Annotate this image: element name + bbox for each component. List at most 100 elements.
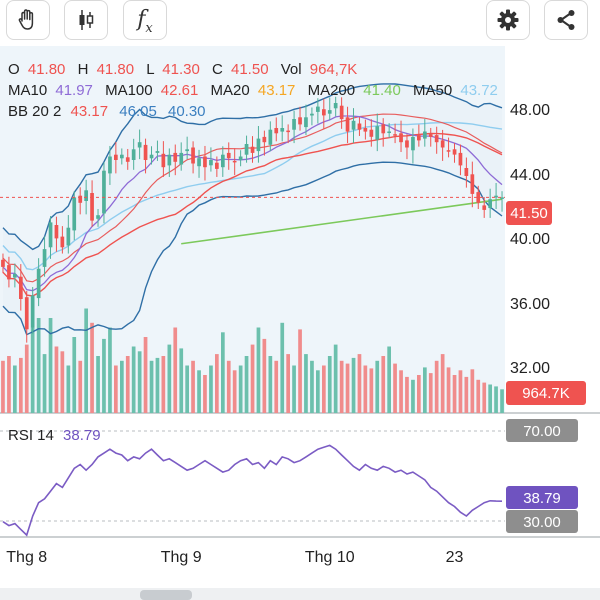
share-button[interactable] [544,0,588,40]
volume-bar [452,375,457,413]
candle-body [250,146,255,153]
volume-bar [173,327,178,413]
candle-body [72,197,77,231]
candle-body [363,128,368,132]
bb-lower-value: 40.30 [168,103,206,120]
volume-bar [298,329,302,413]
volume-bar [125,356,130,413]
ohlc-legend: O 41.80 H 41.80 L 41.30 C 41.50 Vol 964,… [8,61,357,78]
volume-bar [482,382,487,413]
candle-body [244,144,249,155]
volume-bar [262,338,267,413]
rsi-value-tag [506,486,578,509]
candle-body [304,117,308,128]
candle-body [351,120,356,130]
drawing-tools-button[interactable] [6,0,50,40]
volume-bar [322,365,326,413]
ma20-value: 43.17 [258,82,296,99]
candle-body [197,158,201,167]
settings-button[interactable] [486,0,530,40]
candle-body [387,131,391,133]
volume-bar [256,327,261,413]
candle-body [256,138,261,152]
candle-body [488,199,492,209]
volume-bar [292,365,296,413]
indicators-button[interactable]: fx [123,0,167,40]
bb-middle-value: 46.05 [119,103,157,120]
volume-bar [488,384,492,413]
last-price-tag-text: 41.50 [510,205,548,222]
chart-type-button[interactable] [64,0,108,40]
candle-body [232,160,237,163]
candle-body [452,149,457,155]
ma50-label: MA50 [413,82,452,99]
ma200-line [181,198,503,245]
volume-bar [42,354,47,413]
volume-bar [7,356,11,413]
chart-canvas[interactable]: O 41.80 H 41.80 L 41.30 C 41.50 Vol 964,… [0,46,600,596]
volume-bar [250,344,255,413]
volume-bar [327,356,332,413]
volume-bar [78,360,83,414]
volume-bar [72,337,77,413]
candle-body [375,126,380,140]
rsi-value-tag-text: 38.79 [523,490,561,507]
volume-bar [476,379,481,414]
candle-body [114,154,118,160]
volume-bar [167,344,172,413]
candle-body [357,123,362,130]
volume-bar [84,308,88,413]
volume-bar [226,360,231,414]
volume-bar [108,327,112,413]
volume-bar [357,354,362,413]
candle-body [417,135,421,141]
fx-icon-f: f [137,6,146,32]
time-axis: Thg 8 Thg 9 Thg 10 23 [6,549,463,566]
bb-upper-value: 43.17 [71,103,109,120]
price-tick-label: 48.00 [510,102,550,119]
volume-bar [238,365,243,413]
candle-body [280,128,285,132]
volume-bar [440,354,445,413]
price-tick-label: 32.00 [510,360,550,377]
volume-bar [310,360,314,414]
ma100-label: MA100 [105,82,153,99]
chart-scroll-thumb[interactable] [140,590,192,600]
volume-bar [209,365,213,413]
volume-bar [375,360,380,414]
volume-bar [215,354,219,413]
volume-tag-text: 964.7K [522,385,570,402]
volume-bar [244,356,249,413]
volume-bar [60,351,65,414]
candle-body [292,119,296,130]
volume-bar [494,386,498,413]
low-label: L [146,61,154,78]
last-price-tag [506,201,552,225]
candle-body [84,190,88,201]
candle-body [333,103,338,109]
volume-bar [393,363,397,413]
ma50-line [2,121,503,271]
time-axis-label: Thg 9 [161,549,202,566]
candle-body [262,136,267,143]
chart-scrollbar[interactable] [0,588,600,600]
volume-bar [114,365,118,413]
volume-bar [161,356,166,413]
volume-bar [399,370,403,414]
volume-bar [286,354,290,413]
candle-body [215,162,219,169]
volume-bar [316,370,320,414]
rsi-line [2,444,503,537]
close-label: C [212,61,223,78]
candle-body [30,295,35,328]
close-value: 41.50 [231,61,269,78]
time-axis-label: 23 [446,549,464,566]
bb-label: BB 20 2 [8,103,61,120]
candle-body [238,156,243,161]
candle-body [167,154,172,166]
ma100-value: 42.61 [161,82,199,99]
open-value: 41.80 [28,61,66,78]
rsi-30-tag-text: 30.00 [523,514,561,531]
candle-body [24,297,29,330]
volume-bar [143,337,148,413]
